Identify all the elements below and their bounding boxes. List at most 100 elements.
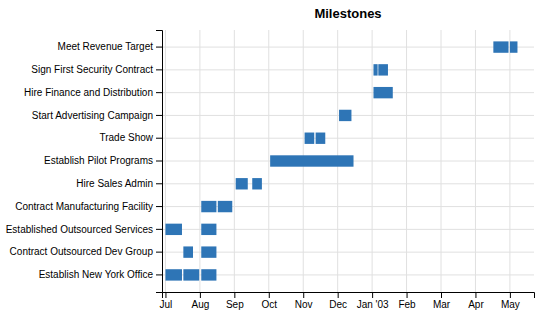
segment-bar [493, 41, 508, 52]
chart-title: Milestones [314, 6, 381, 21]
grid-line-y [162, 92, 534, 93]
x-tick-label: Jul [160, 299, 173, 310]
segment-bar [201, 224, 216, 235]
y-tick: Start Advertising Campaign [32, 110, 162, 121]
x-tick-mark [407, 292, 408, 298]
x-tick: Oct [261, 292, 277, 310]
segment-bar [270, 155, 353, 166]
x-tick-label: Apr [468, 299, 484, 310]
bars [165, 41, 517, 280]
y-tick: Established Outsourced Services [6, 224, 162, 235]
x-tick-mark [303, 292, 304, 298]
x-tick-mark [165, 292, 166, 298]
segment-bar [510, 41, 518, 52]
x-tick-mark [510, 292, 511, 298]
x-tick-mark [200, 292, 201, 298]
x-tick: Apr [468, 292, 484, 310]
y-tick-mark [156, 206, 162, 207]
plot-area: Jul Aug Sep Oct Nov Dec Jan '03 Feb Mar Apr May Est… [6, 30, 535, 310]
y-axis: Establish New York Office Contract Outsou… [6, 31, 163, 293]
segment-bar [165, 224, 182, 235]
x-tick: Sep [226, 292, 244, 310]
x-tick: Jan '03 [357, 292, 389, 310]
y-tick: Meet Revenue Target [58, 41, 162, 52]
y-tick-label: Contract Manufacturing Facility [15, 201, 153, 212]
grid-line-y [162, 183, 534, 184]
chart-container: Milestones Jul Aug Sep Oct Nov Dec Jan '03 Feb Ma… [0, 0, 550, 318]
y-tick: Establish New York Office [39, 269, 162, 280]
y-tick-mark [156, 138, 162, 139]
y-tick-mark [156, 92, 162, 93]
y-tick-label: Establish New York Office [39, 269, 154, 280]
segment-bar [339, 110, 351, 121]
x-tick-label: Nov [295, 299, 313, 310]
x-axis: Jul Aug Sep Oct Nov Dec Jan '03 Feb Mar Apr May [160, 292, 535, 310]
segment-bar [252, 178, 262, 189]
x-tick-label: Dec [329, 299, 347, 310]
x-tick-label: Oct [261, 299, 277, 310]
y-tick: Hire Finance and Distribution [24, 87, 162, 98]
grid-line-y [162, 274, 534, 275]
x-tick-label: Feb [398, 299, 416, 310]
y-tick: Contract Manufacturing Facility [15, 201, 162, 212]
segment-bar [201, 201, 216, 212]
grid [162, 30, 534, 292]
y-tick: Contract Outsourced Dev Group [10, 246, 162, 257]
x-tick: May [501, 292, 520, 310]
y-tick: Sign First Security Contract [31, 64, 162, 75]
grid-line-y [162, 69, 534, 70]
x-tick: Mar [433, 292, 451, 310]
y-tick-mark [156, 69, 162, 70]
x-tick-label: Sep [226, 299, 244, 310]
x-tick: Feb [398, 292, 416, 310]
x-tick: Jul [160, 292, 173, 310]
x-tick-label: Aug [191, 299, 209, 310]
y-tick-label: Trade Show [99, 132, 153, 143]
x-tick-mark [475, 292, 476, 298]
x-tick-mark [269, 292, 270, 298]
y-tick-mark [156, 47, 162, 48]
y-tick-label: Sign First Security Contract [31, 64, 153, 75]
y-tick: Establish Pilot Programs [44, 155, 162, 166]
y-tick-label: Hire Finance and Distribution [24, 87, 153, 98]
segment-bar [378, 64, 388, 75]
y-tick-label: Meet Revenue Target [58, 41, 154, 52]
y-tick-mark [156, 229, 162, 230]
x-tick: Nov [295, 292, 313, 310]
y-axis-line [156, 31, 163, 293]
segment-bar [316, 133, 326, 144]
y-tick-mark [156, 183, 162, 184]
segment-bar [373, 64, 377, 75]
segment-bar [305, 133, 315, 144]
y-tick-label: Hire Sales Admin [76, 178, 153, 189]
grid-line-y [162, 138, 534, 139]
y-tick-mark [156, 115, 162, 116]
x-tick-mark [372, 292, 373, 298]
chart-svg: Milestones Jul Aug Sep Oct Nov Dec Jan '03 Feb Ma… [0, 0, 550, 318]
x-tick: Dec [329, 292, 347, 310]
y-tick-label: Established Outsourced Services [6, 224, 153, 235]
y-tick-label: Establish Pilot Programs [44, 155, 153, 166]
x-tick-mark [338, 292, 339, 298]
y-tick-mark [156, 274, 162, 275]
segment-bar [373, 87, 392, 98]
segment-bar [201, 269, 216, 280]
segment-bar [201, 246, 216, 257]
segment-bar [183, 269, 199, 280]
y-tick-label: Start Advertising Campaign [32, 110, 153, 121]
x-tick-mark [441, 292, 442, 298]
y-tick-mark [156, 161, 162, 162]
x-tick: Aug [191, 292, 209, 310]
segment-bar [218, 201, 232, 212]
x-tick-label: Jan '03 [357, 299, 389, 310]
y-tick-mark [156, 252, 162, 253]
x-tick-label: May [501, 299, 520, 310]
x-axis-line [163, 293, 535, 299]
segment-bar [183, 246, 193, 257]
y-tick: Trade Show [99, 132, 162, 143]
segment-bar [236, 178, 248, 189]
grid-line-y [162, 252, 534, 253]
grid-line-y [162, 47, 534, 48]
x-tick-mark [234, 292, 235, 298]
y-tick: Hire Sales Admin [76, 178, 162, 189]
